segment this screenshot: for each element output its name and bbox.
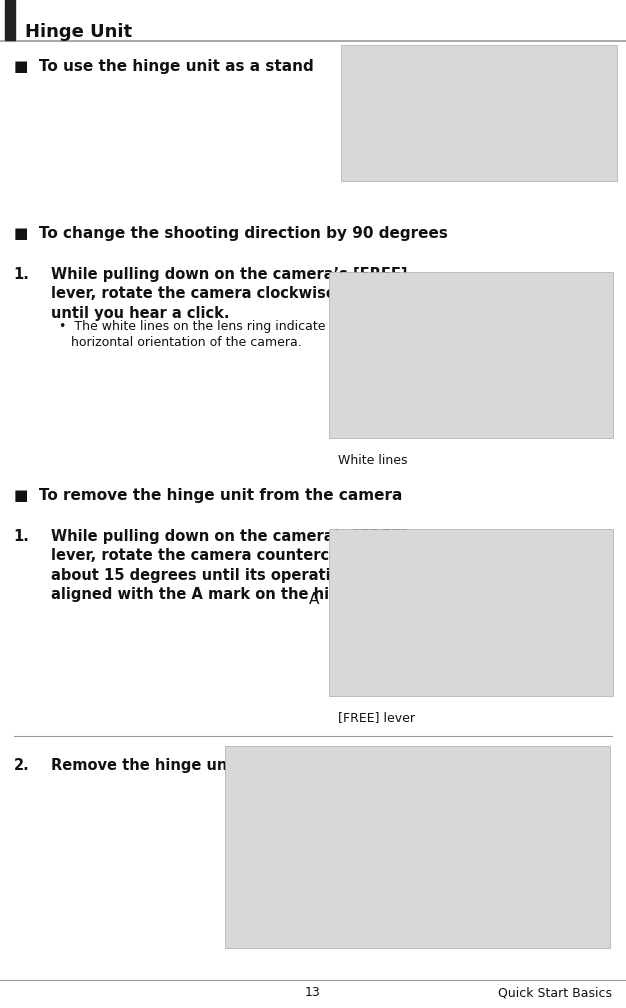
Text: 2.: 2. [14, 758, 29, 773]
Text: A: A [309, 593, 319, 607]
Text: ■  To use the hinge unit as a stand: ■ To use the hinge unit as a stand [14, 59, 314, 74]
Bar [225, 746, 610, 948]
Bar [341, 45, 617, 181]
Bar [329, 529, 613, 696]
Text: ■  To change the shooting direction by 90 degrees: ■ To change the shooting direction by 90… [14, 227, 448, 241]
Text: Quick Start Basics: Quick Start Basics [498, 987, 612, 999]
Text: 13: 13 [305, 987, 321, 999]
Text: Hinge Unit: Hinge Unit [25, 23, 132, 40]
Text: ■  To remove the hinge unit from the camera: ■ To remove the hinge unit from the came… [14, 489, 402, 503]
Bar [329, 272, 613, 438]
Text: While pulling down on the camera’s [FREE]
lever, rotate the camera counterclockw: While pulling down on the camera’s [FREE… [51, 529, 416, 602]
Text: While pulling down on the camera’s [FREE]
lever, rotate the camera clockwise 90 : While pulling down on the camera’s [FREE… [51, 267, 434, 321]
Text: 1.: 1. [14, 529, 29, 544]
Text: 1.: 1. [14, 267, 29, 282]
Text: •  The white lines on the lens ring indicate the
   horizontal orientation of th: • The white lines on the lens ring indic… [59, 320, 351, 349]
Text: [FREE] lever: [FREE] lever [338, 711, 415, 724]
Bar [5, 0, 15, 40]
Text: White lines: White lines [338, 454, 408, 467]
Text: Remove the hinge unit from the camera.: Remove the hinge unit from the camera. [51, 758, 388, 773]
